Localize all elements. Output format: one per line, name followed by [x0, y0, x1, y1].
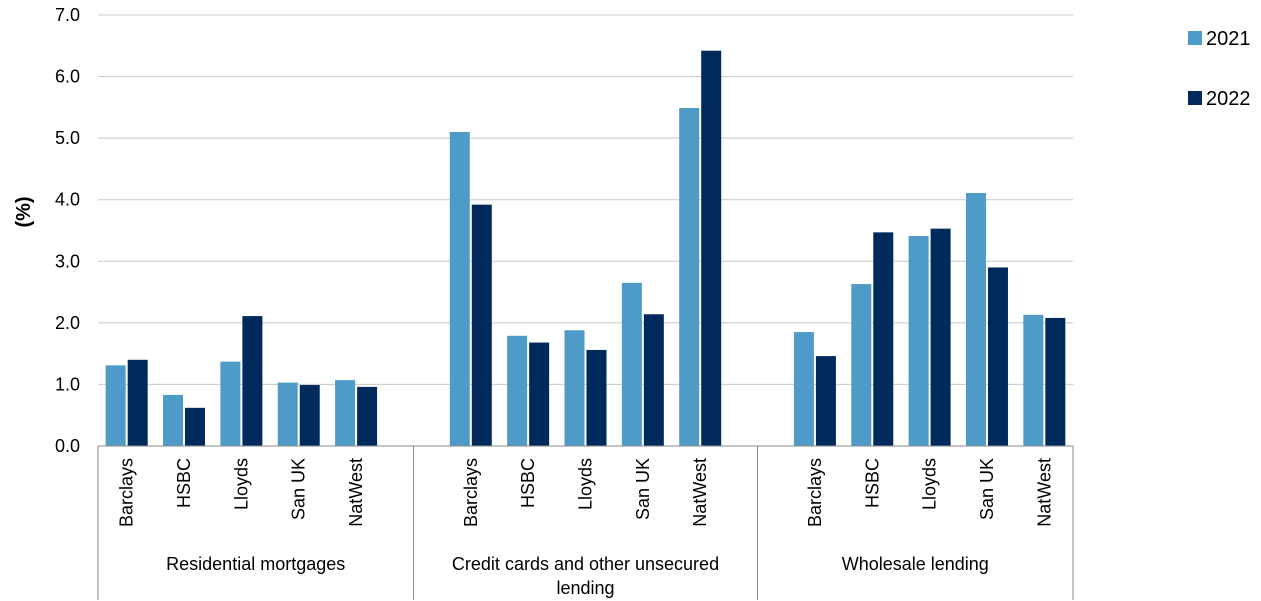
bar-2021	[335, 380, 356, 446]
bar-2022	[643, 314, 664, 446]
bar-2022	[815, 356, 836, 446]
legend-swatch	[1188, 91, 1202, 105]
category-label: HSBC	[174, 458, 194, 508]
bar-2021	[965, 192, 986, 446]
category-label: San UK	[977, 458, 997, 520]
group-labels: Residential mortgages Credit cards and ot…	[166, 554, 989, 598]
y-tick-label: 0.0	[55, 436, 80, 456]
legend: 2021 2022	[1188, 28, 1251, 110]
y-tick-label: 3.0	[55, 251, 80, 271]
group-label: Residential mortgages	[166, 554, 345, 574]
category-label: Barclays	[461, 458, 481, 527]
y-axis-ticks: 0.0 1.0 2.0 3.0 4.0 5.0 6.0 7.0	[55, 5, 80, 456]
legend-label: 2021	[1206, 28, 1251, 50]
legend-swatch	[1188, 31, 1202, 45]
category-label: HSBC	[862, 458, 882, 508]
category-label: Barclays	[805, 458, 825, 527]
group-label: Credit cards and other unsecured lending	[452, 554, 719, 598]
bar-2022	[357, 386, 378, 446]
y-tick-label: 7.0	[55, 5, 80, 25]
category-label: San UK	[289, 458, 309, 520]
bar-2022	[873, 232, 894, 446]
y-axis-label: (%)	[13, 196, 35, 227]
category-label: HSBC	[518, 458, 538, 508]
bar-2022	[242, 316, 263, 446]
category-label: Lloyds	[576, 458, 596, 510]
bar-2021	[621, 282, 642, 446]
bar-2021	[793, 332, 814, 446]
y-tick-label: 5.0	[55, 128, 80, 148]
bars	[105, 50, 1066, 447]
category-label: Lloyds	[920, 458, 940, 510]
bar-2021	[449, 131, 470, 446]
bar-2021	[220, 361, 241, 446]
bar-2022	[127, 359, 148, 446]
y-tick-label: 2.0	[55, 313, 80, 333]
bar-2022	[529, 342, 550, 446]
bar-2021	[507, 335, 528, 446]
category-label: Barclays	[117, 458, 137, 527]
category-label: San UK	[633, 458, 653, 520]
bar-2021	[908, 236, 929, 446]
category-label: NatWest	[690, 458, 710, 527]
group-label: Wholesale lending	[842, 554, 989, 574]
x-axis	[97, 445, 1074, 600]
bar-2021	[105, 365, 126, 446]
bar-2021	[679, 107, 700, 447]
category-label: NatWest	[1034, 458, 1054, 527]
category-labels: Barclays HSBC Lloyds San UK NatWest Barclays H…	[117, 458, 1055, 527]
bar-2021	[851, 284, 872, 446]
bar-2022	[299, 385, 320, 446]
bar-2021	[277, 382, 298, 446]
category-label: Lloyds	[231, 458, 251, 510]
category-label: NatWest	[346, 458, 366, 527]
bar-2022	[1045, 317, 1066, 446]
bar-2021	[1023, 314, 1044, 446]
bar-2022	[701, 50, 722, 447]
bar-2022	[586, 349, 607, 446]
bar-2022	[471, 204, 492, 446]
y-tick-label: 6.0	[55, 67, 80, 87]
legend-label: 2022	[1206, 88, 1251, 110]
bar-2022	[930, 228, 951, 446]
bar-2021	[564, 330, 585, 446]
bar-2021	[163, 394, 184, 446]
y-tick-label: 1.0	[55, 374, 80, 394]
bar-2022	[987, 267, 1008, 446]
bar-2022	[185, 407, 206, 446]
y-tick-label: 4.0	[55, 190, 80, 210]
